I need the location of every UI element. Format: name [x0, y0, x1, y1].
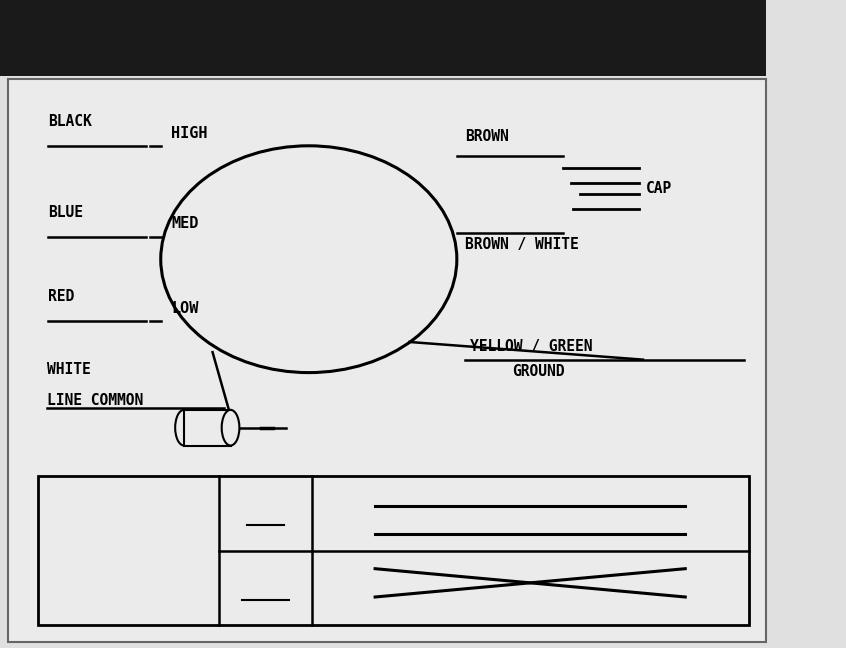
Text: CW: CW — [256, 503, 275, 518]
Text: PURPLE: PURPLE — [690, 500, 739, 513]
Bar — [184, 410, 230, 446]
Text: MED: MED — [171, 216, 198, 231]
Circle shape — [161, 146, 457, 373]
Text: ORANGE: ORANGE — [321, 500, 370, 513]
Text: BROWN: BROWN — [699, 528, 739, 541]
Text: DIRECTION
WIRING
DIAGRAM: DIRECTION WIRING DIAGRAM — [91, 523, 167, 579]
Text: LINE COMMON: LINE COMMON — [47, 393, 143, 408]
Bar — [38, 476, 749, 625]
Text: YELLOW: YELLOW — [321, 590, 370, 603]
Text: PURPLE: PURPLE — [690, 562, 739, 575]
Text: Wiring Diagram: Wiring Diagram — [15, 17, 382, 59]
Text: CCW: CCW — [253, 578, 278, 592]
Text: BLUE: BLUE — [48, 205, 83, 220]
Text: RED: RED — [48, 289, 74, 304]
Text: YELLOW: YELLOW — [321, 528, 370, 541]
Bar — [0, 0, 766, 76]
Text: BLACK: BLACK — [48, 114, 92, 129]
Text: BROWN / WHITE: BROWN / WHITE — [465, 237, 579, 251]
Text: WHITE: WHITE — [47, 362, 91, 377]
Text: GROUND: GROUND — [512, 364, 564, 379]
Ellipse shape — [222, 410, 239, 446]
Text: CAP: CAP — [645, 181, 672, 196]
Text: LOW: LOW — [171, 301, 198, 316]
Bar — [8, 79, 766, 642]
Text: YELLOW / GREEN: YELLOW / GREEN — [470, 340, 592, 354]
Text: BROWN: BROWN — [465, 129, 509, 144]
Text: HIGH: HIGH — [171, 126, 207, 141]
Text: ORANGE: ORANGE — [321, 562, 370, 575]
Text: BROWN: BROWN — [699, 590, 739, 603]
